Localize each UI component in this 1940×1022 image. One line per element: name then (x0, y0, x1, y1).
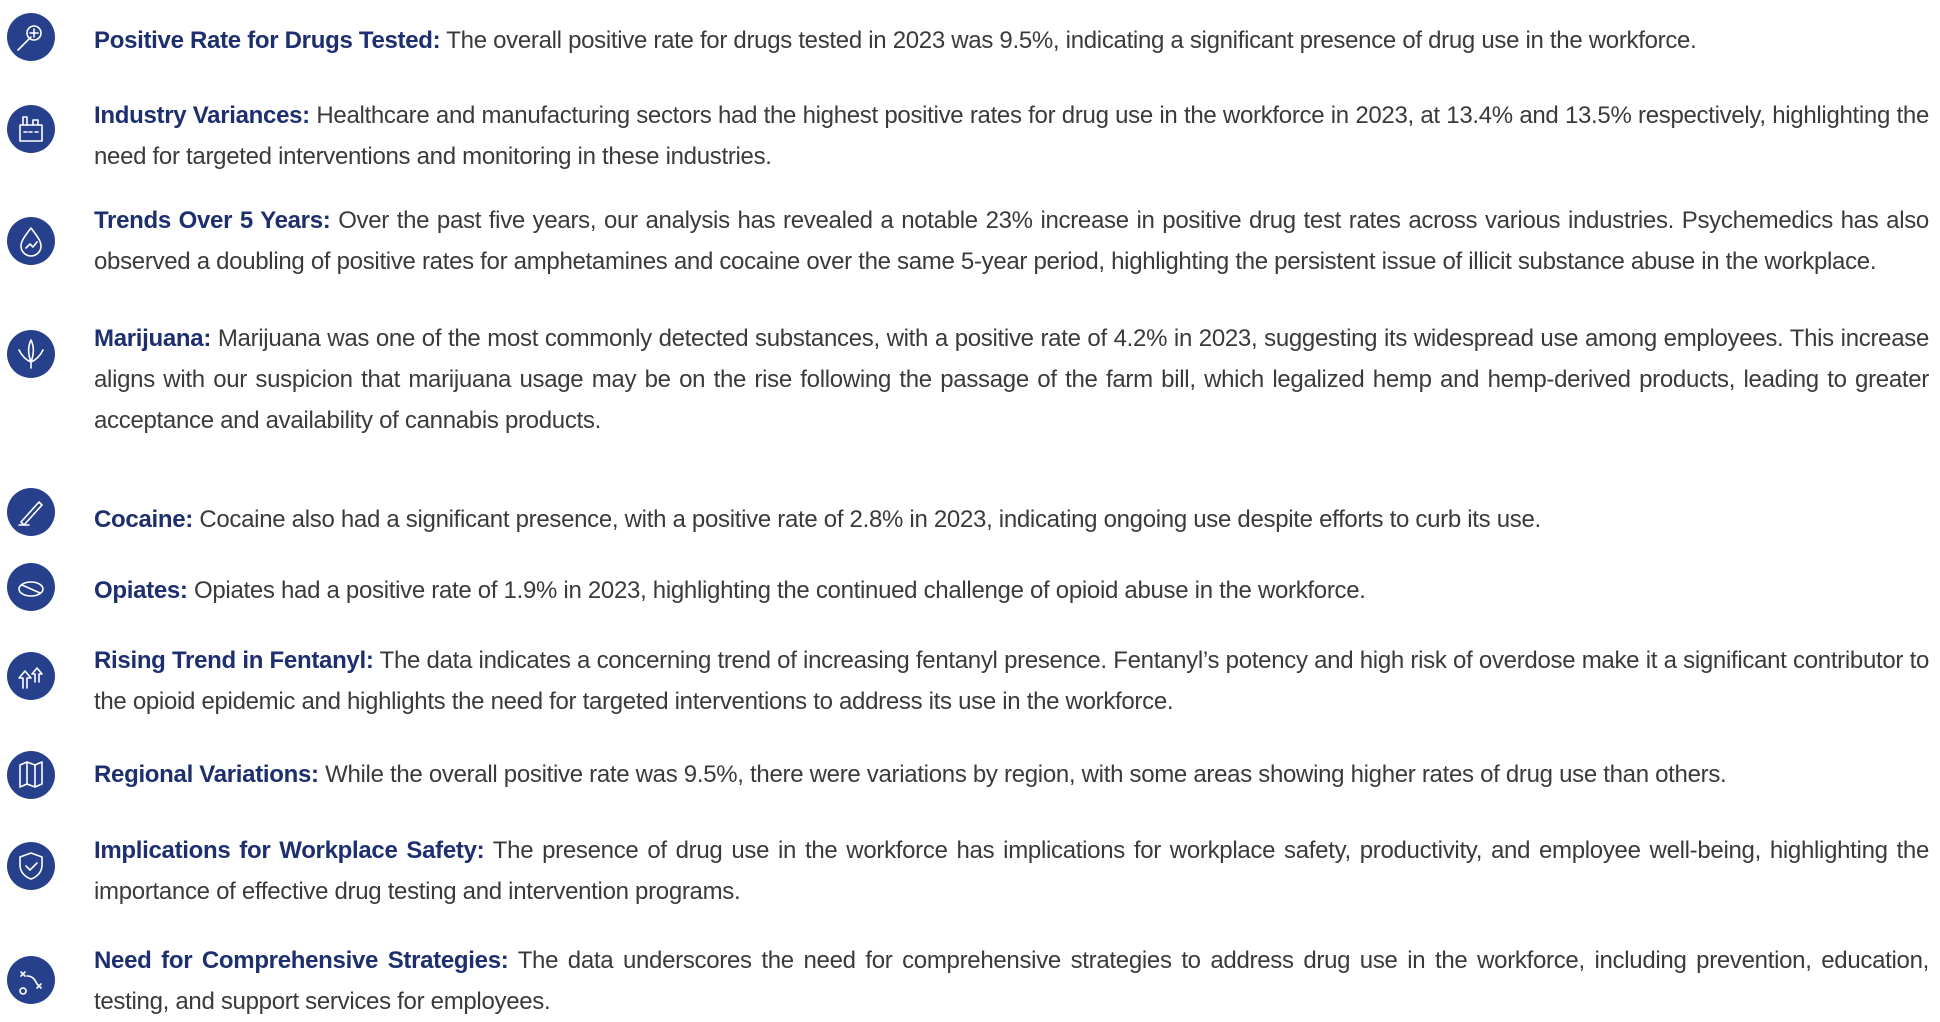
finding-icon (7, 956, 55, 1009)
finding-icon (7, 217, 55, 270)
finding-text: Opiates: Opiates had a positive rate of … (94, 570, 1929, 611)
finding-title: Need for Comprehensive Strategies: (94, 947, 509, 974)
finding-icon (7, 105, 55, 158)
finding-text: Positive Rate for Drugs Tested: The over… (94, 20, 1929, 61)
icon-graphic (7, 842, 55, 890)
finding-body: Opiates had a positive rate of 1.9% in 2… (194, 577, 1366, 604)
icon-graphic (7, 105, 55, 153)
icon-graphic (7, 330, 55, 378)
finding-text: Trends Over 5 Years: Over the past five … (94, 200, 1929, 282)
finding-title: Implications for Workplace Safety: (94, 837, 485, 864)
finding-body: While the overall positive rate was 9.5%… (325, 761, 1727, 788)
finding-title: Rising Trend in Fentanyl: (94, 647, 374, 674)
finding-title: Regional Variations: (94, 761, 319, 788)
finding-body: The overall positive rate for drugs test… (446, 27, 1697, 54)
finding-body: Cocaine also had a significant presence,… (199, 506, 1541, 533)
icon-graphic (7, 956, 55, 1004)
finding-body: Healthcare and manufacturing sectors had… (94, 102, 1929, 170)
finding-title: Positive Rate for Drugs Tested: (94, 27, 441, 54)
icon-graphic (7, 217, 55, 265)
finding-title: Opiates: (94, 577, 188, 604)
finding-icon (7, 652, 55, 705)
icon-graphic (7, 751, 55, 799)
finding-icon (7, 751, 55, 804)
finding-text: Marijuana: Marijuana was one of the most… (94, 318, 1929, 441)
icon-graphic (7, 652, 55, 700)
finding-title: Marijuana: (94, 325, 212, 352)
finding-title: Cocaine: (94, 506, 193, 533)
finding-title: Industry Variances: (94, 102, 310, 129)
finding-icon (7, 330, 55, 383)
finding-text: Industry Variances: Healthcare and manuf… (94, 95, 1929, 177)
finding-icon (7, 563, 55, 616)
finding-text: Implications for Workplace Safety: The p… (94, 830, 1929, 912)
page: Positive Rate for Drugs Tested: The over… (7, 13, 1930, 1015)
finding-icon (7, 488, 55, 541)
icon-graphic (7, 13, 55, 61)
finding-title: Trends Over 5 Years: (94, 207, 331, 234)
finding-text: Need for Comprehensive Strategies: The d… (94, 940, 1929, 1022)
finding-icon (7, 842, 55, 895)
icon-graphic (7, 488, 55, 536)
finding-body: The data indicates a concerning trend of… (94, 647, 1930, 715)
finding-text: Regional Variations: While the overall p… (94, 754, 1929, 795)
finding-text: Cocaine: Cocaine also had a significant … (94, 499, 1929, 540)
finding-body: The presence of drug use in the workforc… (94, 837, 1930, 905)
finding-text: Rising Trend in Fentanyl: The data indic… (94, 640, 1929, 722)
icon-graphic (7, 563, 55, 611)
finding-body: Over the past five years, our analysis h… (94, 207, 1929, 275)
finding-icon (7, 13, 55, 66)
finding-body: Marijuana was one of the most commonly d… (94, 325, 1929, 434)
